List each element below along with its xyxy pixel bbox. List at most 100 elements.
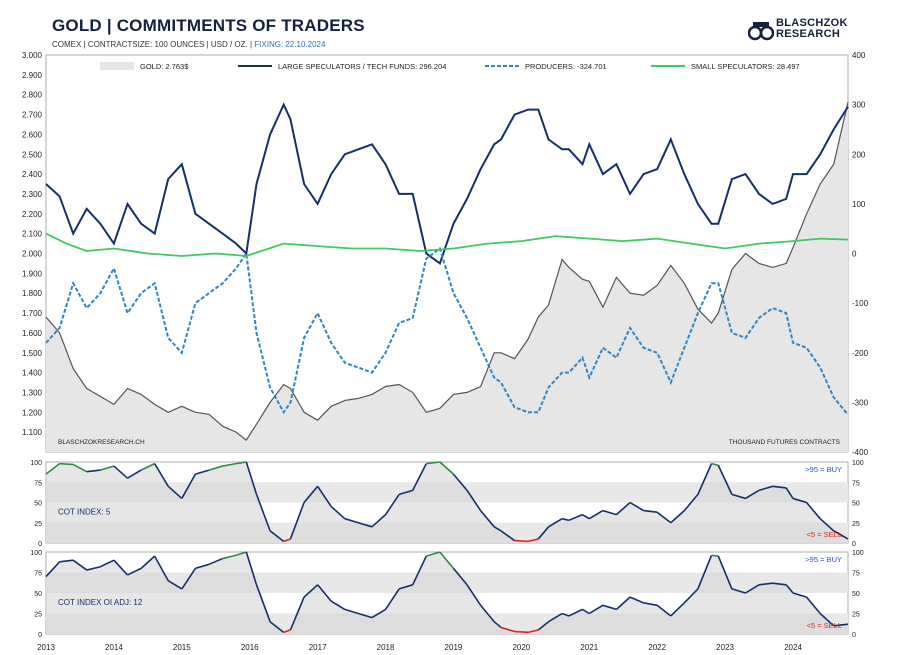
legend-gold: GOLD: 2.763$ (140, 62, 189, 71)
cot-index-segment (819, 518, 835, 532)
left-axis-tick: 2.100 (22, 230, 43, 239)
cot-index-segment (344, 517, 359, 524)
cot-index-segment (683, 493, 699, 512)
cot-index-segment (745, 489, 760, 500)
left-axis-tick: 1.700 (22, 309, 43, 318)
cot-index-segment (582, 513, 590, 520)
cot-index-left-tick: 25 (34, 521, 42, 528)
cot-index-oi-adj-segment (805, 596, 821, 615)
left-axis-tick: 1.500 (22, 349, 43, 358)
left-axis-tick: 2.400 (22, 170, 43, 179)
cot-index-segment (167, 485, 183, 500)
cot-index-segment (255, 494, 271, 532)
cot-index-oi-adj-segment (656, 604, 672, 617)
cot-index-oi-adj-segment (167, 580, 183, 590)
cot-index-oi-adj-area (46, 552, 848, 634)
cot-index-segment (629, 501, 645, 512)
x-axis-tick: 2014 (105, 643, 123, 652)
cot-index-segment (568, 513, 583, 522)
cot-index-segment (411, 463, 428, 491)
cot-index-segment (548, 518, 563, 528)
cot-index-oi-adj-segment (344, 608, 359, 615)
cot-index-segment (537, 526, 550, 540)
cot-index-oi-adj-segment (245, 551, 258, 586)
left-axis-tick: 1.200 (22, 408, 43, 417)
large-speculators-line (45, 102, 849, 266)
cot-index-oi-adj-segment (466, 584, 482, 606)
left-axis-tick: 2.200 (22, 210, 43, 219)
x-axis-tick: 2023 (716, 643, 734, 652)
cot-index-oi-adj-segment (731, 588, 746, 594)
cot-index-segment (643, 509, 658, 514)
cot-index-oi-adj-left-tick: 100 (30, 550, 42, 557)
cot-index-oi-adj-segment (222, 554, 237, 560)
cot-index-oi-adj-segment (317, 584, 332, 602)
cot-index-oi-adj-segment (283, 629, 291, 634)
legend-small-speculators: SMALL SPECULATORS: 28.497 (691, 62, 800, 71)
cot-index-oi-adj-segment (819, 612, 835, 627)
gold-price-line (45, 101, 849, 441)
cot-index-oi-adj-segment (711, 554, 719, 557)
cot-index-segment (303, 485, 319, 504)
cot-index-oi-adj-segment (670, 602, 685, 617)
cot-index-right-tick: 50 (852, 501, 860, 508)
left-axis-tick: 1.100 (22, 428, 43, 437)
x-axis-tick: 2018 (377, 643, 395, 652)
cot-index-oi-adj-segment (493, 621, 502, 629)
cot-index-oi-adj-segment (303, 584, 319, 598)
cot-index-segment (289, 502, 305, 540)
cot-index-oi-adj-right-tick: 25 (852, 612, 860, 619)
cot-index-left-tick: 100 (30, 460, 42, 467)
right-axis-tick: 200 (852, 150, 866, 159)
fixing-date: FIXING: 22.10.2024 (254, 40, 326, 49)
cot-index-oi-adj-segment (514, 630, 529, 634)
cot-index-oi-adj-segment (629, 596, 644, 604)
cot-index-segment (358, 521, 373, 528)
cot-index-oi-adj-segment (479, 604, 495, 623)
cot-index-oi-adj-right-tick: 100 (852, 550, 864, 557)
cot-index-oi-adj-segment (289, 596, 305, 631)
cot-index-buy-label: >95 = BUY (805, 465, 842, 474)
left-axis-tick: 2.700 (22, 111, 43, 120)
cot-index-segment (602, 509, 617, 516)
x-axis-tick: 2013 (37, 643, 55, 652)
cot-index-oi-adj-segment (717, 555, 733, 590)
cot-index-segment (697, 463, 713, 495)
cot-index-segment (527, 538, 539, 543)
x-axis-tick: 2024 (784, 643, 802, 652)
cot-index-left-tick: 75 (34, 480, 42, 487)
cot-index-right-tick: 75 (852, 480, 860, 487)
cot-index-oi-adj-segment (371, 608, 386, 619)
cot-index-segment (153, 463, 169, 487)
cot-index-oi-adj-segment (72, 559, 88, 571)
right-axis-tick: -400 (852, 448, 869, 457)
cot-index-oi-adj-segment (208, 557, 223, 566)
left-axis-tick: 1.400 (22, 369, 43, 378)
brand-line2: RESEARCH (776, 28, 841, 40)
cot-index-oi-adj-segment (140, 555, 156, 569)
left-axis-tick: 1.800 (22, 289, 43, 298)
cot-index-segment (615, 501, 631, 516)
right-axis-tick: -200 (852, 349, 869, 358)
cot-index-segment (208, 465, 223, 471)
cot-index-oi-adj-segment (181, 567, 197, 590)
cot-index-segment (758, 485, 773, 492)
right-axis-tick: 300 (852, 101, 866, 110)
right-axis-tick: 100 (852, 200, 866, 209)
x-axis-tick: 2015 (173, 643, 191, 652)
cot-index-oi-adj-segment (643, 602, 658, 607)
cot-index-oi-adj-label: COT INDEX OI ADJ: 12 (58, 598, 143, 607)
cot-index-oi-adj-segment (358, 612, 373, 619)
cot-index-oi-adj-segment (330, 600, 346, 611)
cot-index-segment (181, 473, 197, 499)
cot-index-segment (717, 464, 733, 495)
cot-index-segment (731, 493, 746, 500)
chart-title: GOLD | COMMITMENTS OF TRADERS (52, 16, 365, 35)
left-axis-tick: 2.600 (22, 130, 43, 139)
cot-index-segment (785, 487, 794, 499)
producers-line (45, 246, 849, 416)
cot-index-oi-adj-segment (697, 554, 713, 590)
cot-index-segment (833, 530, 849, 540)
source-note: BLASCHZOKRESEARCH.CH (58, 439, 145, 446)
